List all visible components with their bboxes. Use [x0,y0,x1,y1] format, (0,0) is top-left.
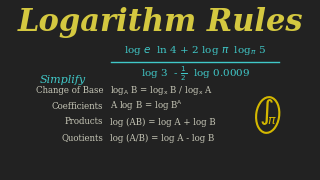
Text: A log B = log B$^{\rm A}$: A log B = log B$^{\rm A}$ [110,99,183,113]
Text: Products: Products [65,118,103,127]
Text: log (AB) = log A + log B: log (AB) = log A + log B [110,117,215,127]
Text: Coefficients: Coefficients [52,102,103,111]
Text: log$_{\rm A}$ B = log$_{\rm x}$ B / log$_{\rm x}$ A: log$_{\rm A}$ B = log$_{\rm x}$ B / log$… [110,84,213,96]
Text: Quotients: Quotients [62,134,103,143]
Text: log $e$  ln 4 + 2 log $\pi$  log$_{\pi}$ 5: log $e$ ln 4 + 2 log $\pi$ log$_{\pi}$ 5 [124,44,266,57]
Text: $\int$: $\int$ [259,97,273,127]
Text: Simplify: Simplify [40,75,86,85]
Text: log (A/B) = log A - log B: log (A/B) = log A - log B [110,133,214,143]
Text: $\pi$: $\pi$ [267,114,277,127]
Text: log 3  - $\frac{1}{2}$  log 0.0009: log 3 - $\frac{1}{2}$ log 0.0009 [141,65,250,83]
Text: Change of Base: Change of Base [36,86,103,94]
Text: Logarithm Rules: Logarithm Rules [17,6,303,37]
